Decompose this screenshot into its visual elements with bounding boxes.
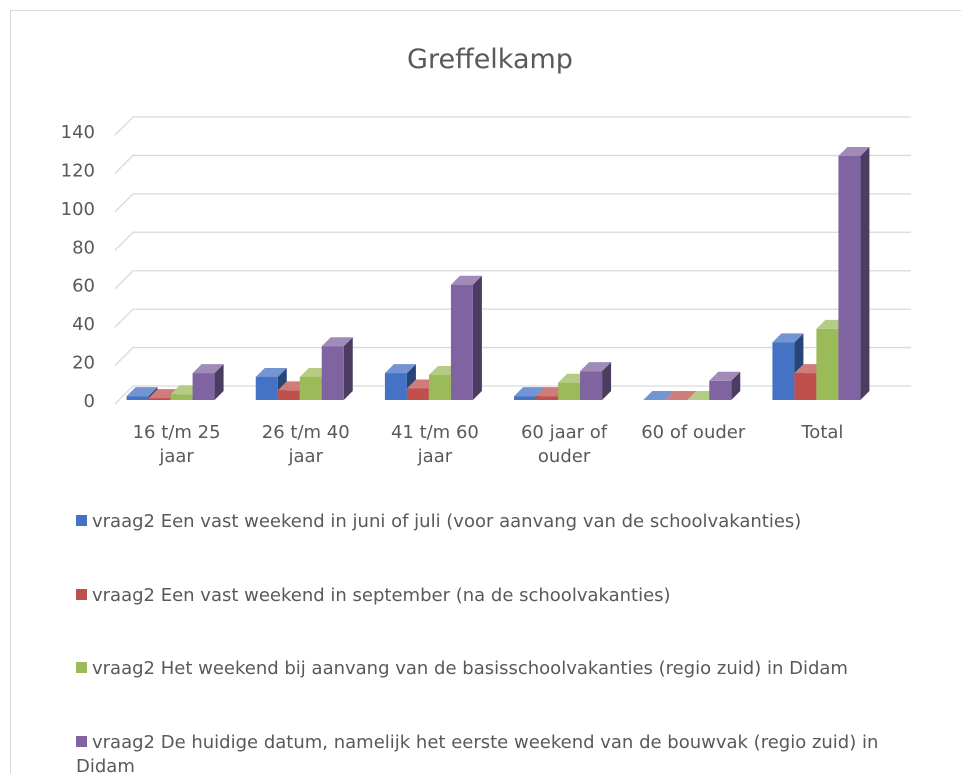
legend-swatch	[76, 515, 87, 526]
legend-swatch	[76, 736, 87, 747]
x-tick-label: 26 t/m 40 jaar	[261, 422, 350, 467]
bar	[838, 146, 870, 400]
bar-face	[838, 146, 870, 156]
bar-face	[536, 396, 559, 400]
bar-face	[321, 346, 344, 400]
y-tick-label: 60	[72, 276, 95, 297]
y-tick-label: 20	[72, 353, 95, 374]
bar-face	[602, 362, 612, 400]
bar	[665, 391, 697, 400]
bar	[709, 371, 741, 400]
bar-face	[665, 391, 697, 400]
bar-face	[384, 364, 416, 374]
bar-face	[472, 275, 482, 400]
x-tick-label: 60 jaar of ouder	[520, 422, 608, 467]
chart-title: Greffelkamp	[407, 44, 573, 75]
bar-face	[514, 387, 546, 397]
x-tick-label: 60 of ouder	[641, 422, 746, 443]
bar-face	[126, 396, 149, 400]
x-tick-label: 16 t/m 25 jaar	[132, 422, 221, 467]
y-tick-label: 140	[61, 122, 95, 143]
grid-line	[114, 308, 911, 328]
y-tick-label: 120	[61, 160, 95, 181]
bar-face	[772, 342, 795, 400]
grid-line	[114, 154, 911, 174]
legend-label: vraag2 De huidige datum, namelijk het ee…	[76, 732, 879, 774]
bar-face	[255, 376, 278, 400]
legend-swatch	[76, 589, 87, 600]
y-tick-label: 80	[72, 237, 95, 258]
bar	[450, 275, 482, 400]
bar-face	[709, 371, 741, 381]
bar-face	[170, 394, 193, 400]
bar-face	[643, 391, 675, 400]
bar	[192, 364, 224, 400]
bar-face	[450, 275, 482, 285]
grid-line	[114, 193, 911, 213]
bar-face	[450, 284, 473, 400]
y-tick-label: 100	[61, 199, 95, 220]
grid-line	[114, 270, 911, 290]
bar-face	[255, 367, 287, 377]
legend-label: vraag2 Een vast weekend in juni of juli …	[92, 511, 802, 532]
bar-face	[384, 373, 407, 400]
grid-line	[114, 116, 911, 136]
legend-entry: vraag2 De huidige datum, namelijk het ee…	[76, 731, 936, 774]
bar-face	[148, 398, 171, 400]
legend-label: vraag2 Een vast weekend in september (na…	[92, 585, 671, 606]
bar-face	[772, 333, 804, 343]
y-tick-label: 0	[84, 391, 95, 412]
x-tick-label: Total	[801, 422, 844, 443]
chart-frame	[10, 10, 961, 774]
bar	[321, 337, 353, 400]
bar-face	[192, 364, 224, 374]
bar-face	[816, 328, 839, 400]
bar-face	[321, 337, 353, 347]
bar-face	[126, 387, 158, 397]
bar-face	[731, 371, 741, 400]
bar-face	[343, 337, 353, 400]
bar-face	[192, 373, 215, 400]
bar-face	[794, 373, 817, 400]
grid-line	[114, 385, 911, 405]
bar-face	[514, 396, 537, 400]
legend-swatch	[76, 662, 87, 673]
legend-entry: vraag2 Het weekend bij aanvang van de ba…	[76, 657, 936, 681]
legend-entry: vraag2 Een vast weekend in juni of juli …	[76, 510, 936, 534]
bar-face	[558, 382, 581, 400]
grid-line	[114, 231, 911, 251]
bar-face	[580, 371, 603, 400]
bar-face	[580, 362, 612, 372]
legend-label: vraag2 Het weekend bij aanvang van de ba…	[92, 658, 848, 679]
grid-line	[114, 346, 911, 367]
bar-face	[277, 390, 300, 400]
bar	[384, 364, 416, 400]
bar	[643, 391, 675, 400]
legend-entry: vraag2 Een vast weekend in september (na…	[76, 584, 936, 608]
bar-face	[299, 376, 322, 400]
x-tick-label: 41 t/m 60 jaar	[390, 422, 479, 467]
y-tick-label: 40	[72, 314, 95, 335]
bar-face	[838, 155, 861, 400]
bar-face	[860, 146, 870, 400]
bar-face	[214, 364, 224, 400]
bar-face	[406, 388, 429, 400]
bar-face	[428, 375, 451, 400]
bar	[580, 362, 612, 400]
bar-face	[709, 380, 732, 400]
